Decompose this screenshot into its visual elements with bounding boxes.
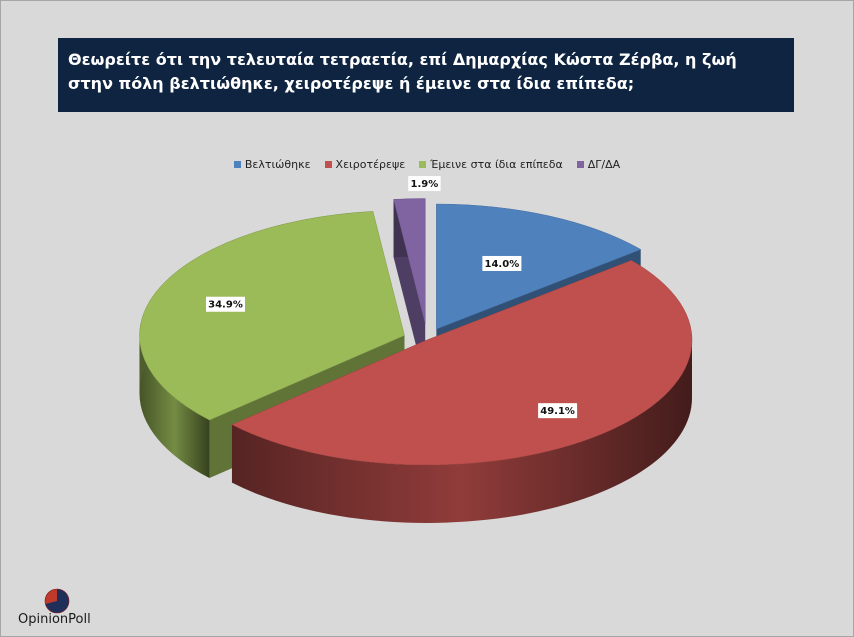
legend-item-worsened: Χειροτέρεψε	[324, 158, 406, 171]
svg-text:49.1%: 49.1%	[540, 406, 575, 417]
legend-label: ΔΓ/ΔΑ	[587, 158, 621, 171]
legend-swatch	[233, 161, 241, 168]
data-label: 49.1%	[538, 403, 578, 419]
legend-item-same: Έμεινε στα ίδια επίπεδα	[419, 158, 563, 171]
legend-label: Έμεινε στα ίδια επίπεδα	[430, 158, 563, 171]
legend-label: Βελτιώθηκε	[244, 158, 311, 171]
slice-outer-wall	[231, 340, 692, 523]
legend-swatch	[576, 161, 584, 168]
data-label: 34.9%	[206, 296, 246, 312]
chart-legend: Βελτιώθηκε Χειροτέρεψε Έμεινε στα ίδια ε…	[0, 158, 854, 171]
slice-top	[393, 198, 426, 324]
slice-dk-na	[393, 198, 426, 382]
slice-outer-wall	[139, 335, 210, 479]
chart-title: Θεωρείτε ότι την τελευταία τετραετία, επ…	[58, 38, 794, 112]
slice-top	[139, 211, 405, 421]
logo-circle-icon	[44, 588, 70, 614]
slice-top	[436, 203, 642, 330]
opinionpoll-logo: OpinionPoll	[18, 586, 108, 634]
legend-item-dk-na: ΔΓ/ΔΑ	[576, 158, 621, 171]
legend-item-improved: Βελτιώθηκε	[233, 158, 311, 171]
legend-swatch	[419, 161, 427, 168]
data-label: 1.9%	[408, 176, 441, 192]
svg-text:34.9%: 34.9%	[208, 300, 243, 311]
logo-text: OpinionPoll	[18, 612, 91, 627]
legend-swatch	[324, 161, 332, 168]
svg-text:14.0%: 14.0%	[485, 259, 520, 270]
svg-text:1.9%: 1.9%	[411, 179, 439, 190]
data-label: 14.0%	[482, 255, 522, 271]
legend-label: Χειροτέρεψε	[335, 158, 406, 171]
